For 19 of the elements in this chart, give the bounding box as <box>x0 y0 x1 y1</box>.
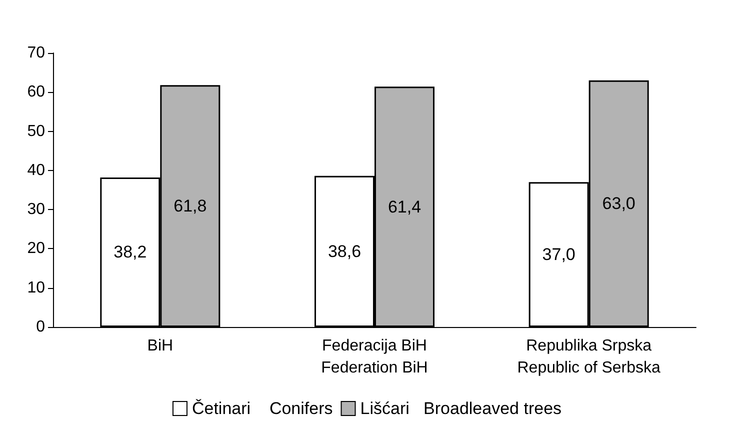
data-label: 61,4 <box>388 197 422 216</box>
y-tick-label: 60 <box>27 84 46 101</box>
y-tick-label: 40 <box>27 162 46 179</box>
x-tick-label: Republika Srpska Republic of Serbska <box>517 338 661 376</box>
y-tick-label: 50 <box>27 122 46 140</box>
data-label: 38,6 <box>328 242 362 261</box>
data-label: 61,8 <box>174 196 207 216</box>
y-tick-label: 30 <box>27 201 46 218</box>
data-label: 37,0 <box>542 245 576 264</box>
y-tick-label: 70 <box>27 44 46 62</box>
x-tick-label: Federacija BiH Federation BiH <box>321 338 428 376</box>
y-tick-label: 0 <box>36 318 46 336</box>
y-tick-label: 20 <box>27 240 46 258</box>
y-tick-label: 10 <box>27 279 46 296</box>
data-label: 63,0 <box>602 194 636 214</box>
x-tick-label: BiH <box>147 338 174 354</box>
data-label: 38,2 <box>114 242 147 262</box>
legend-label: Lišćari Broadleaved trees <box>360 399 562 418</box>
legend-label: Četinari Conifers <box>192 399 333 418</box>
